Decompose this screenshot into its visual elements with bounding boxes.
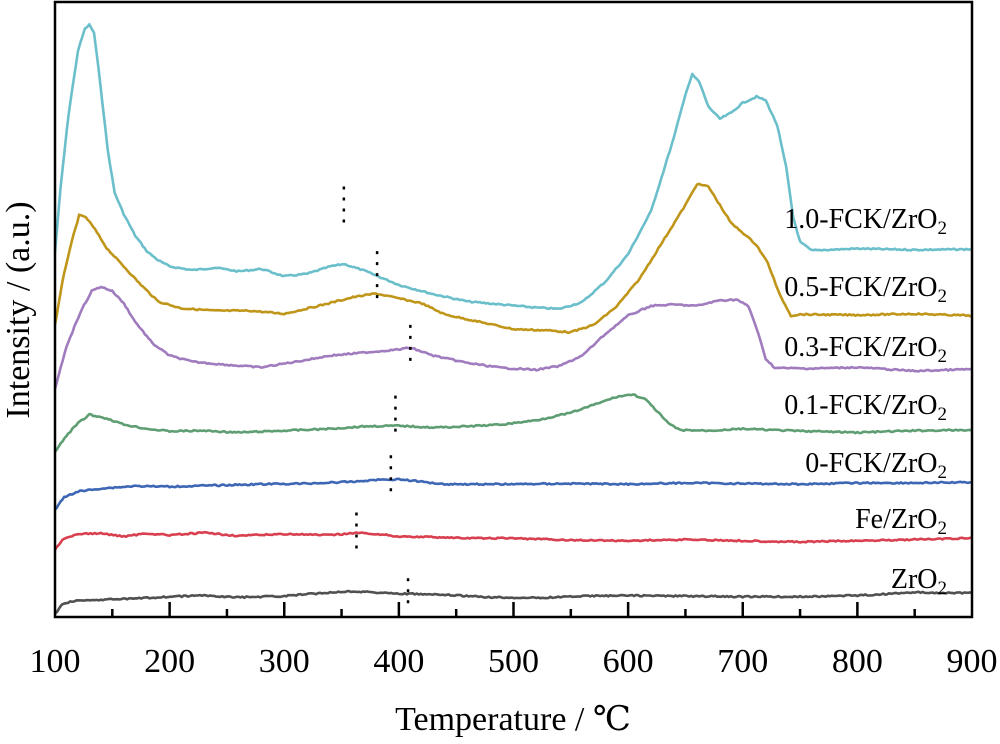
series-label-main: 1.0-FCK/ZrO — [784, 204, 937, 235]
x-tick-label: 800 — [832, 643, 883, 680]
series-label-main: 0-FCK/ZrO — [805, 448, 937, 479]
y-axis-title: Intensity / (a.u.) — [0, 201, 37, 418]
x-tick-label: 100 — [30, 643, 81, 680]
series-line-1-0-fck-zro2 — [53, 23, 973, 311]
x-axis-ticks — [111, 602, 916, 617]
series-label: Fe/ZrO2 — [855, 504, 947, 539]
series-label: 0.1-FCK/ZrO2 — [784, 390, 947, 425]
x-tick-label: 600 — [603, 643, 654, 680]
series-label-subscript: 2 — [938, 218, 948, 239]
x-tick-label: 900 — [947, 643, 998, 680]
series-label-main: 0.3-FCK/ZrO — [784, 332, 937, 363]
x-tick-label: 500 — [488, 643, 539, 680]
series-label-main: 0.1-FCK/ZrO — [784, 390, 937, 421]
x-tick-label: 400 — [373, 643, 424, 680]
series-label-subscript: 2 — [938, 518, 948, 539]
series-label-main: Fe/ZrO — [855, 504, 937, 535]
series-label: 0-FCK/ZrO2 — [805, 448, 947, 483]
series-label-main: ZrO — [891, 564, 938, 595]
peak-marker-layer — [342, 186, 412, 604]
series-line-0-fck-zro2 — [54, 477, 973, 511]
x-tick-label: 200 — [144, 643, 195, 680]
series-label: 1.0-FCK/ZrO2 — [784, 204, 947, 239]
series-label-subscript: 2 — [938, 346, 948, 367]
series-line-0-5-fck-zro2 — [53, 182, 973, 335]
series-label: ZrO2 — [891, 564, 947, 599]
series-label-layer: 1.0-FCK/ZrO20.5-FCK/ZrO20.3-FCK/ZrO20.1-… — [784, 204, 947, 599]
x-tick-label: 300 — [259, 643, 310, 680]
series-line-0-1-fck-zro2 — [53, 393, 973, 453]
series-label-subscript: 2 — [938, 286, 948, 307]
series-line-fe-zro2 — [53, 530, 973, 551]
series-label-subscript: 2 — [938, 462, 948, 483]
series-line-zro2 — [54, 589, 973, 615]
x-axis-tick-labels: 100 200 300 400 500 600 700 800 900 — [30, 643, 998, 680]
series-label: 0.5-FCK/ZrO2 — [784, 272, 947, 307]
series-line-0-3-fck-zro2 — [53, 285, 972, 390]
series-layer — [53, 23, 973, 615]
series-label-main: 0.5-FCK/ZrO — [784, 272, 937, 303]
x-tick-label: 700 — [717, 643, 768, 680]
series-label-subscript: 2 — [938, 578, 948, 599]
x-axis-title: Temperature / ℃ — [395, 701, 631, 738]
series-label-subscript: 2 — [938, 404, 948, 425]
series-label: 0.3-FCK/ZrO2 — [784, 332, 947, 367]
